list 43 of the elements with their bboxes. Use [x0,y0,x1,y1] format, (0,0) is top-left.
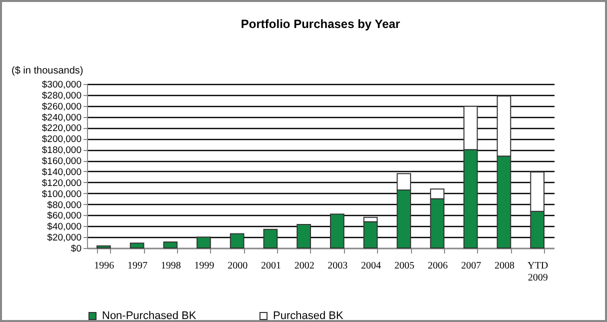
y-tick-label: $100,000 [42,188,82,200]
y-tick-label: $280,000 [42,90,82,102]
y-tick-label: $160,000 [42,156,82,168]
y-tick-label: $260,000 [42,101,82,112]
x-tick-label: 2004 [361,260,382,272]
x-tick-label: 2006 [428,260,448,272]
bar [330,214,344,248]
x-tick-label: 2008 [494,260,514,272]
x-tick-label: 1998 [160,260,181,272]
bar [263,228,278,248]
x-tick-label: 2002 [294,260,314,272]
chart-title: Portfolio Purchases by Year [240,17,400,31]
x-tick-label: 1999 [194,260,214,272]
legend-label: Purchased BK [273,310,344,322]
y-tick-label: $60,000 [47,210,82,222]
x-tick-label: 2005 [394,260,414,272]
bar [130,242,144,248]
x-tick-label: 2007 [461,260,482,272]
x-tick-label: 2001 [260,260,281,272]
y-axis-title: ($ in thousands) [12,66,84,76]
y-tick-label: $40,000 [47,222,82,233]
x-tick-label: 1996 [94,260,114,272]
bar [230,233,244,248]
x-tick-label: 2000 [228,260,248,272]
y-tick-label: $0 [70,244,82,254]
y-tick-label: $120,000 [42,178,82,189]
bar [196,236,211,248]
y-tick-label: $300,000 [42,80,82,90]
x-tick-label: 1997 [128,260,148,272]
bar [296,224,311,248]
y-tick-label: $180,000 [42,145,82,156]
x-tick-label: YTD 2009 [528,260,548,284]
bar [163,241,178,248]
bar [96,245,111,248]
legend-label: Non-Purchased BK [102,310,197,322]
y-tick-label: $20,000 [47,232,82,244]
x-tick-label: 2003 [328,260,348,272]
y-tick-label: $240,000 [42,112,82,124]
y-tick-label: $80,000 [47,200,82,211]
y-tick-label: $140,000 [42,166,82,178]
y-tick-label: $200,000 [42,134,82,146]
y-tick-label: $220,000 [42,123,82,134]
bar [363,221,378,248]
